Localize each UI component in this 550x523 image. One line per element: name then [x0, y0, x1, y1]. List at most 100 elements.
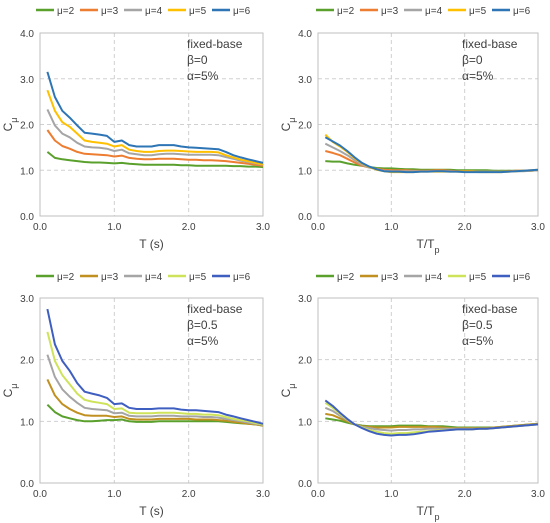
- x-tick-label: 3.0: [256, 222, 270, 233]
- y-tick-label: 4.0: [298, 29, 312, 40]
- x-tick-label: 3.0: [531, 222, 545, 233]
- y-tick-label: 1.0: [298, 417, 312, 428]
- annotation-text: β=0.5: [187, 318, 218, 332]
- y-tick-label: 3.0: [298, 75, 312, 86]
- annotation-text: fixed-base: [462, 302, 518, 316]
- y-axis-label-subscript: μ: [287, 118, 297, 123]
- annotation-text: α=5%: [462, 334, 494, 348]
- x-axis-label-subscript: p: [434, 512, 439, 522]
- y-tick-label: 0.0: [298, 479, 312, 490]
- y-tick-label: 1.0: [20, 166, 34, 177]
- legend-label: μ=2: [57, 272, 75, 283]
- x-tick-label: 0.0: [311, 222, 325, 233]
- series-line-μ=2: [46, 403, 264, 427]
- annotation-text: α=5%: [187, 69, 219, 83]
- y-tick-label: 2.0: [298, 121, 312, 132]
- y-tick-label: 0.0: [20, 479, 34, 490]
- legend-label: μ=5: [469, 6, 487, 17]
- x-tick-label: 3.0: [256, 489, 270, 500]
- legend-label: μ=6: [513, 6, 531, 17]
- x-axis-label-subscript: p: [434, 245, 439, 255]
- y-tick-label: 3.0: [20, 294, 34, 305]
- y-tick-label: 2.0: [20, 121, 34, 132]
- x-tick-label: 1.0: [107, 489, 121, 500]
- y-axis-label: Cμ: [1, 118, 19, 132]
- legend-label: μ=3: [101, 6, 119, 17]
- x-tick-label: 0.0: [33, 489, 47, 500]
- x-tick-label: 1.0: [384, 489, 398, 500]
- y-axis-label: Cμ: [1, 384, 19, 398]
- legend-label: μ=6: [233, 6, 251, 17]
- series-line-μ=5: [324, 133, 539, 174]
- y-tick-label: 0.0: [20, 212, 34, 223]
- legend-label: μ=6: [233, 272, 251, 283]
- legend-label: μ=2: [337, 272, 355, 283]
- y-axis-label-subscript: μ: [9, 384, 19, 389]
- series-line-μ=6: [46, 71, 264, 164]
- annotation-text: β=0: [187, 53, 208, 67]
- legend-label: μ=3: [381, 6, 399, 17]
- x-tick-label: 1.0: [384, 222, 398, 233]
- legend-label: μ=4: [145, 6, 163, 17]
- annotation-text: α=5%: [462, 69, 494, 83]
- legend: μ=2 μ=3 μ=4 μ=5 μ=6: [36, 6, 251, 17]
- series-line-μ=4: [46, 108, 264, 166]
- plot-frame: [39, 297, 264, 484]
- plot-frame: [317, 32, 539, 217]
- y-tick-label: 4.0: [20, 29, 34, 40]
- chart-panel-2: 0.01.02.03.04.00.0 1.0 2.0 3.0μ=2 μ=3 μ=4 μ=5 μ…: [279, 6, 545, 255]
- x-axis-label: T (s): [139, 237, 163, 251]
- legend-label: μ=2: [337, 6, 355, 17]
- series-line-μ=5: [46, 89, 264, 166]
- y-tick-label: 1.0: [20, 417, 34, 428]
- legend-label: μ=3: [101, 272, 119, 283]
- x-tick-label: 1.0: [107, 222, 121, 233]
- annotation-text: fixed-base: [187, 302, 243, 316]
- series-line-μ=3: [46, 378, 264, 427]
- legend-label: μ=5: [189, 6, 207, 17]
- x-tick-label: 2.0: [458, 222, 472, 233]
- legend-label: μ=4: [145, 272, 163, 283]
- x-tick-label: 0.0: [33, 222, 47, 233]
- plot-frame: [317, 297, 539, 484]
- legend: μ=2 μ=3 μ=4 μ=5 μ=6: [316, 272, 531, 283]
- legend-label: μ=5: [469, 272, 487, 283]
- y-tick-label: 3.0: [298, 294, 312, 305]
- annotation-text: α=5%: [187, 334, 219, 348]
- annotation-text: β=0.5: [462, 318, 493, 332]
- x-tick-label: 2.0: [182, 222, 196, 233]
- x-tick-label: 2.0: [182, 489, 196, 500]
- x-tick-label: 3.0: [531, 489, 545, 500]
- series-line-μ=6: [324, 399, 539, 437]
- series-line-μ=4: [46, 354, 264, 426]
- legend-label: μ=3: [381, 272, 399, 283]
- x-axis-label: T/Tp: [416, 504, 439, 522]
- y-tick-label: 3.0: [20, 75, 34, 86]
- annotation-text: fixed-base: [187, 37, 243, 51]
- y-axis-label-subscript: μ: [9, 118, 19, 123]
- chart-panel-1: 0.01.02.03.04.00.0 1.0 2.0 3.0μ=2 μ=3 μ=4 μ=5 μ…: [1, 6, 270, 251]
- series-line-μ=2: [46, 151, 264, 168]
- y-axis-label: Cμ: [279, 118, 297, 132]
- y-tick-label: 2.0: [20, 356, 34, 367]
- legend: μ=2 μ=3 μ=4 μ=5 μ=6: [316, 6, 531, 17]
- legend-label: μ=6: [513, 272, 531, 283]
- plot-frame: [39, 32, 264, 217]
- y-axis-label-subscript: μ: [287, 384, 297, 389]
- annotation-text: fixed-base: [462, 37, 518, 51]
- annotation-text: β=0: [462, 53, 483, 67]
- series-line-μ=3: [46, 129, 264, 167]
- series-line-μ=6: [324, 136, 539, 174]
- x-tick-label: 2.0: [458, 489, 472, 500]
- y-tick-label: 2.0: [298, 356, 312, 367]
- series-line-μ=6: [46, 308, 264, 425]
- y-tick-label: 0.0: [298, 212, 312, 223]
- series-line-μ=4: [324, 142, 539, 173]
- x-tick-label: 0.0: [311, 489, 325, 500]
- chart-panel-3: 0.0 1.0 2.0 3.0 0.0 1.0 2.0 3.0 μ=2 μ=3 μ=4 μ=5 μ=6 f…: [1, 272, 270, 518]
- legend: μ=2 μ=3 μ=4 μ=5 μ=6: [36, 272, 251, 283]
- series-line-μ=5: [46, 331, 264, 426]
- legend-label: μ=4: [425, 272, 443, 283]
- legend-label: μ=5: [189, 272, 207, 283]
